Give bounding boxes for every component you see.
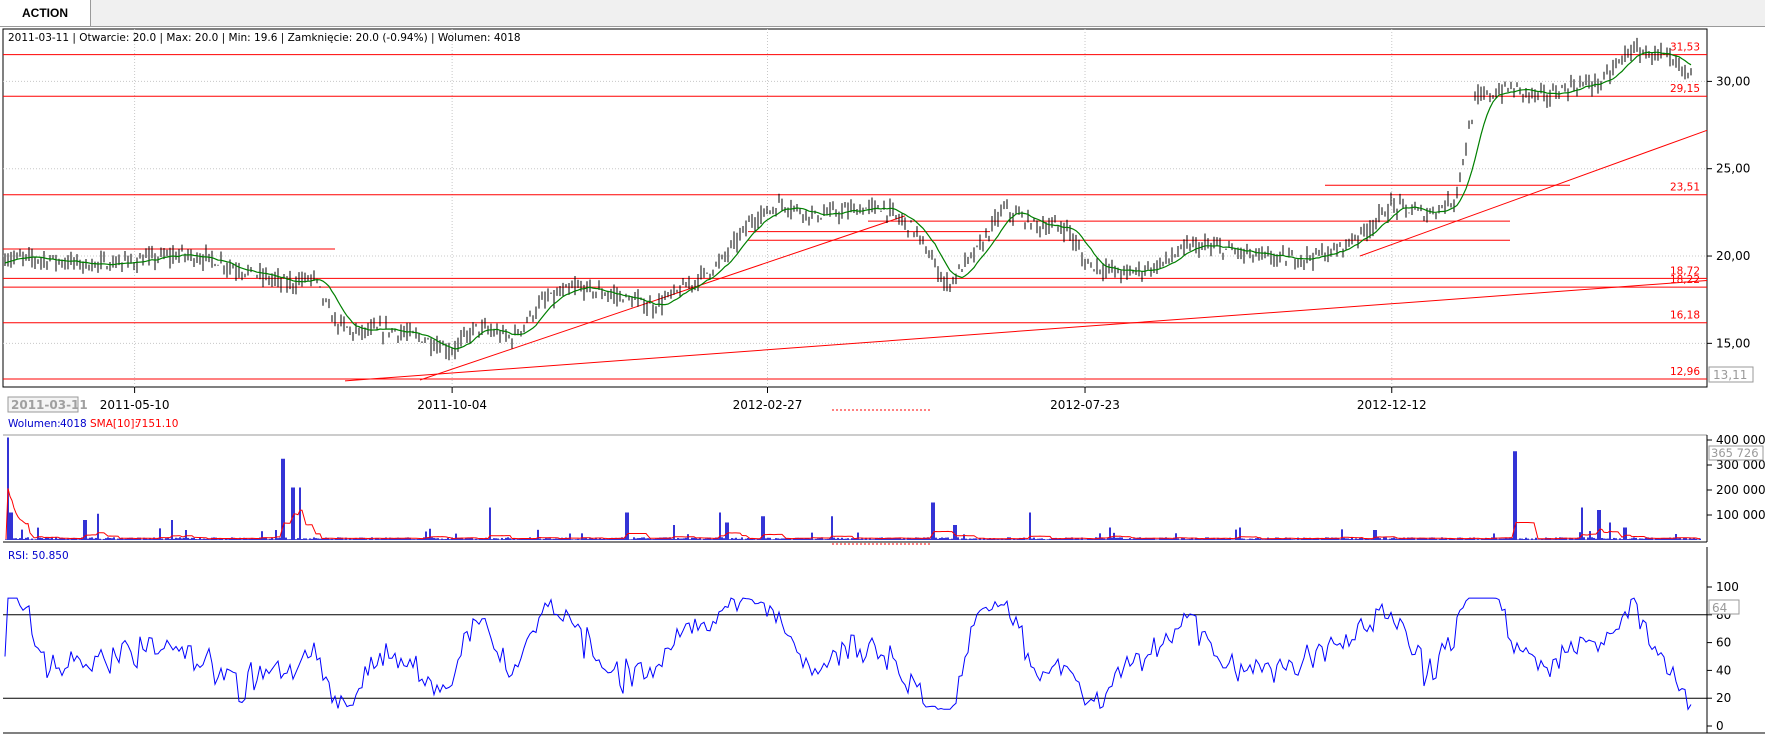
tab-bar: ACTION xyxy=(0,0,1765,27)
volume-sma-line xyxy=(5,488,1701,540)
price-level-label: 12,96 xyxy=(1670,366,1700,378)
rsi-line xyxy=(4,597,1692,711)
rsi-current-box xyxy=(1708,599,1740,615)
chart-area[interactable]: 31,53 29,15 23,51 18,72 18,22 16,18 12,96 2011… xyxy=(0,27,1765,736)
rsi-tick-label: 100 xyxy=(1716,580,1739,594)
price-level-label: 18,72 xyxy=(1670,265,1700,277)
price-candles xyxy=(4,37,1692,361)
date-tick-label: 2011-05-10 xyxy=(100,398,170,412)
price-current-label: 13,11 xyxy=(1713,368,1747,382)
price-axis-ticks: 30,00 25,00 20,00 15,00 xyxy=(1707,74,1750,350)
price-info-line: 2011-03-11 | Otwarcie: 20.0 | Max: 20.0 … xyxy=(8,32,521,44)
price-level-label: 16,18 xyxy=(1670,310,1700,322)
cursor-date-box xyxy=(7,396,79,413)
volume-value: 4018 xyxy=(60,418,87,430)
rsi-current-label: 64 xyxy=(1712,601,1727,615)
price-tick-label: 30,00 xyxy=(1716,74,1750,88)
volume-sma-value: 7151.10 xyxy=(135,418,178,430)
volume-tick-label: 400 000 xyxy=(1716,433,1765,447)
price-current-box xyxy=(1708,366,1754,383)
price-tick-label: 25,00 xyxy=(1716,162,1750,176)
date-tick-label: 2011-10-04 xyxy=(417,398,487,412)
price-level-label: 23,51 xyxy=(1670,182,1700,194)
rsi-tick-label: 20 xyxy=(1716,691,1731,705)
volume-current-box xyxy=(1708,445,1764,461)
cursor-date-label: 2011-03-11 xyxy=(11,398,88,412)
price-level-label: 31,53 xyxy=(1670,42,1700,54)
date-tick-label: 2012-02-27 xyxy=(733,398,803,412)
volume-tick-label: 200 000 xyxy=(1716,483,1765,497)
price-tick-label: 15,00 xyxy=(1716,336,1750,350)
volume-tick-label: 300 000 xyxy=(1716,458,1765,472)
volume-sma-path xyxy=(5,488,1701,540)
volume-tick-label: 100 000 xyxy=(1716,508,1765,522)
volume-sma-label: SMA[10]: xyxy=(90,418,138,430)
rsi-grid xyxy=(3,614,1707,699)
price-level-label: 18,22 xyxy=(1670,274,1700,286)
sma-path xyxy=(4,51,1692,350)
rsi-path xyxy=(4,597,1692,711)
volume-title: Wolumen: xyxy=(8,418,61,430)
rsi-label: RSI: 50.850 xyxy=(8,550,69,562)
price-level-label: 29,15 xyxy=(1670,83,1700,95)
price-tick-label: 20,00 xyxy=(1716,249,1750,263)
date-tick-label: 2012-07-23 xyxy=(1050,398,1120,412)
date-tick-label: 2012-12-12 xyxy=(1357,398,1427,412)
trend-line xyxy=(1359,129,1708,257)
rsi-tick-label: 60 xyxy=(1716,636,1731,650)
tab-action[interactable]: ACTION xyxy=(0,0,91,26)
volume-bars xyxy=(5,437,1701,540)
trend-line xyxy=(344,279,1708,382)
price-sma-line xyxy=(4,51,1692,350)
date-axis: 2011-05-10 2011-10-04 2012-02-27 2012-07-23… xyxy=(100,387,1427,412)
rsi-tick-label: 40 xyxy=(1716,663,1731,677)
rsi-tick-label: 0 xyxy=(1716,719,1724,733)
volume-current-label: 365 726 xyxy=(1711,446,1759,460)
volume-axis-ticks: 400 000 300 000 200 000 100 000 xyxy=(1707,433,1765,522)
